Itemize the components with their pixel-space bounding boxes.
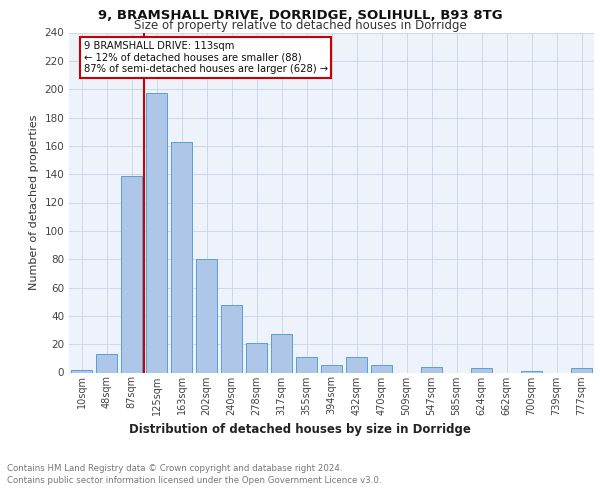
Bar <box>471 368 492 372</box>
Bar <box>121 176 142 372</box>
Bar <box>346 357 367 372</box>
Bar <box>271 334 292 372</box>
Bar <box>71 370 92 372</box>
Bar <box>296 357 317 372</box>
Bar <box>371 366 392 372</box>
Bar <box>96 354 117 372</box>
Bar <box>521 371 542 372</box>
Bar <box>246 343 267 372</box>
Bar <box>196 259 217 372</box>
Text: 9 BRAMSHALL DRIVE: 113sqm
← 12% of detached houses are smaller (88)
87% of semi-: 9 BRAMSHALL DRIVE: 113sqm ← 12% of detac… <box>83 41 328 74</box>
Text: Size of property relative to detached houses in Dorridge: Size of property relative to detached ho… <box>134 19 466 32</box>
Text: Contains public sector information licensed under the Open Government Licence v3: Contains public sector information licen… <box>7 476 382 485</box>
Bar <box>421 367 442 372</box>
Text: Distribution of detached houses by size in Dorridge: Distribution of detached houses by size … <box>129 422 471 436</box>
Text: 9, BRAMSHALL DRIVE, DORRIDGE, SOLIHULL, B93 8TG: 9, BRAMSHALL DRIVE, DORRIDGE, SOLIHULL, … <box>98 9 502 22</box>
Bar <box>221 304 242 372</box>
Bar <box>171 142 192 372</box>
Text: Contains HM Land Registry data © Crown copyright and database right 2024.: Contains HM Land Registry data © Crown c… <box>7 464 343 473</box>
Bar <box>321 366 342 372</box>
Bar <box>571 368 592 372</box>
Bar <box>146 94 167 372</box>
Y-axis label: Number of detached properties: Number of detached properties <box>29 115 39 290</box>
